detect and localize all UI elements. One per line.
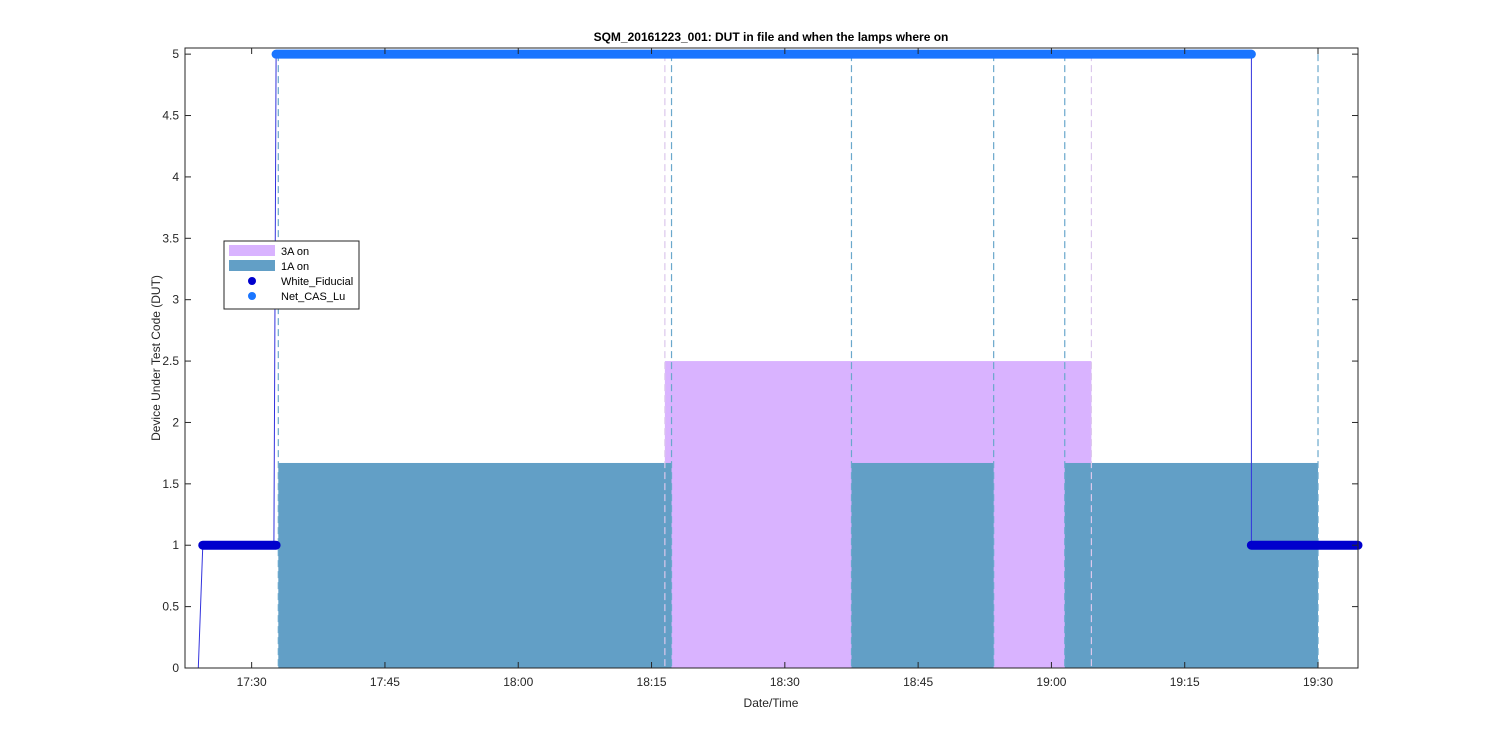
y-axis-label: Device Under Test Code (DUT) (149, 275, 163, 441)
y-tick-label-2.5: 2.5 (162, 354, 179, 368)
y-tick-label-2: 2 (172, 415, 179, 429)
x-tick-label-19:30: 19:30 (1303, 675, 1333, 689)
x-tick-label-17:45: 17:45 (370, 675, 400, 689)
x-tick-label-18:00: 18:00 (503, 675, 533, 689)
y-tick-label-4.5: 4.5 (162, 109, 179, 123)
chart-title: SQM_20161223_001: DUT in file and when t… (594, 30, 949, 44)
y-axis: 0 0.5 1 1.5 2 2.5 3 3.5 4 4.5 5 (162, 47, 1358, 675)
dut-markers (198, 49, 1363, 550)
x-tick-label-18:30: 18:30 (770, 675, 800, 689)
region-1a-on-2 (1064, 462, 1319, 668)
legend-1a-on-swatch (229, 260, 275, 271)
x-tick-label-18:15: 18:15 (637, 675, 667, 689)
x-axis: 17:30 17:45 18:00 18:15 18:30 18:45 19:00 19:15… (237, 48, 1333, 689)
y-tick-label-1: 1 (172, 538, 179, 552)
region-1a-on-0 (278, 462, 672, 668)
x-axis-label: Date/Time (744, 696, 799, 710)
legend-1a-on-label: 1A on (281, 261, 309, 273)
y-tick-label-3: 3 (172, 293, 179, 307)
x-tick-label-19:15: 19:15 (1170, 675, 1200, 689)
region-1a-on-1 (851, 462, 994, 668)
x-tick-label-18:45: 18:45 (903, 675, 933, 689)
legend-white-fiducial-label: White_Fiducial (281, 276, 353, 288)
legend: 3A on 1A on White_Fiducial Net_CAS_Lu (223, 240, 360, 310)
y-tick-label-3.5: 3.5 (162, 231, 179, 245)
y-tick-label-1.5: 1.5 (162, 477, 179, 491)
legend-net-cas-lu-marker (248, 292, 256, 300)
legend-white-fiducial-marker (248, 277, 256, 285)
legend-3a-on-swatch (229, 245, 275, 256)
plot-frame (184, 47, 1359, 669)
legend-3a-on-label: 3A on (281, 246, 309, 258)
legend-net-cas-lu-label: Net_CAS_Lu (281, 291, 345, 303)
y-tick-label-0: 0 (172, 661, 179, 675)
y-tick-label-4: 4 (172, 170, 179, 184)
lamp-switch-lines (277, 54, 1319, 668)
lamp-regions (278, 361, 1319, 668)
x-tick-label-19:00: 19:00 (1036, 675, 1066, 689)
y-tick-label-5: 5 (172, 47, 179, 61)
x-tick-label-17:30: 17:30 (237, 675, 267, 689)
y-tick-label-0.5: 0.5 (162, 600, 179, 614)
